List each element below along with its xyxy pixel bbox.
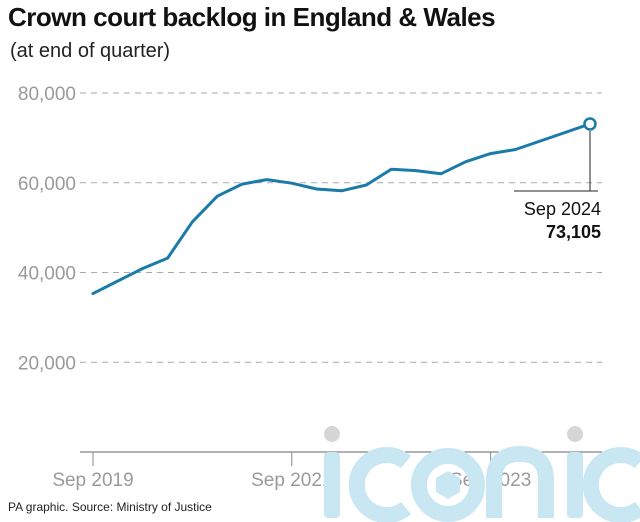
y-axis-ticks: 20,000 40,000 60,000 80,000 xyxy=(18,84,76,374)
watermark-letter-n xyxy=(486,445,554,518)
gridlines xyxy=(80,92,602,363)
chart-subtitle: (at end of quarter) xyxy=(10,40,171,62)
iconic-watermark xyxy=(324,426,640,522)
annotation-date: Sep 2024 xyxy=(524,199,601,219)
source-footer: PA graphic. Source: Ministry of Justice xyxy=(8,500,212,514)
chart-title: Crown court backlog in England & Wales xyxy=(8,2,496,32)
end-point-marker xyxy=(583,117,597,131)
y-tick-label: 80,000 xyxy=(18,84,76,105)
series-line xyxy=(91,122,592,296)
watermark-letter-i xyxy=(324,452,340,518)
series-group xyxy=(91,117,597,296)
watermark-letter-c xyxy=(582,447,640,522)
watermark-hexagon xyxy=(436,471,460,499)
y-tick-label: 40,000 xyxy=(18,264,76,285)
watermark-dot xyxy=(567,426,583,442)
y-tick-label: 20,000 xyxy=(18,353,76,374)
annotation-value: 73,105 xyxy=(546,222,601,242)
watermark-dot xyxy=(324,426,340,442)
end-annotation: Sep 2024 73,105 xyxy=(514,130,601,242)
x-tick-label: Sep 2021 xyxy=(251,470,332,491)
watermark-letter-o xyxy=(411,448,485,522)
y-tick-label: 60,000 xyxy=(18,174,76,195)
x-tick-label: Sep 2019 xyxy=(52,470,133,491)
watermark-letter-i xyxy=(567,452,583,518)
watermark-letter-c xyxy=(348,447,412,522)
